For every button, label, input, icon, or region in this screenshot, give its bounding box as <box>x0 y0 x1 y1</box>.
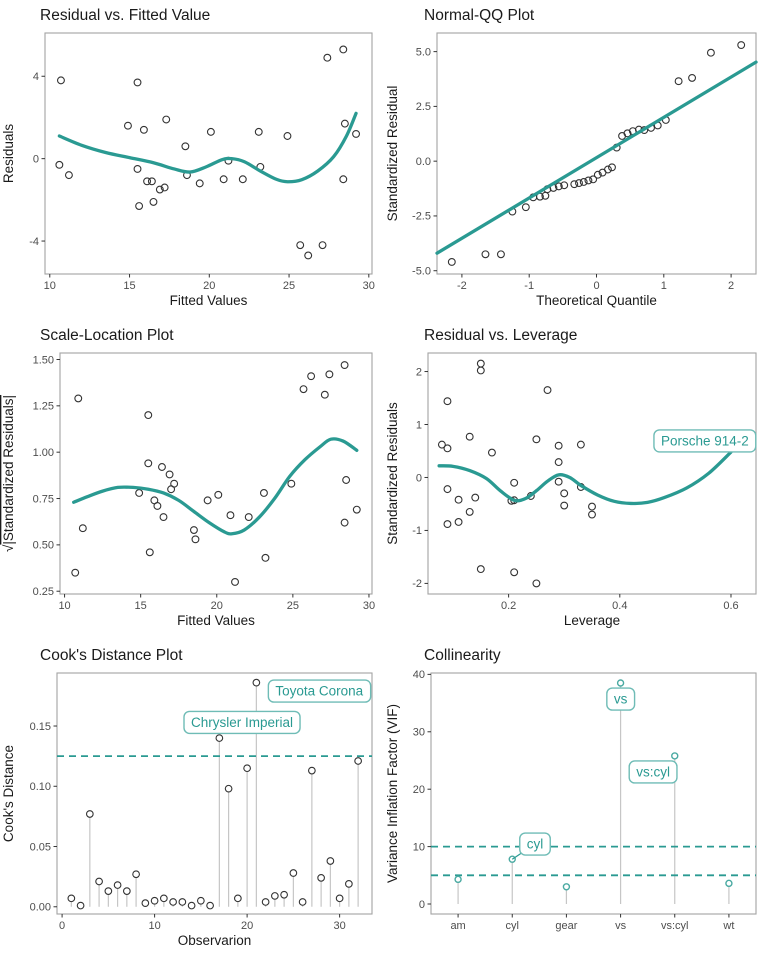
panel-residual-vs-leverage: Residual vs. Leverage 2 1 0 -1 -2 0.2 0.4 0.6 Lev… <box>384 320 768 640</box>
svg-text:-4: -4 <box>29 236 39 248</box>
svg-text:gear: gear <box>555 920 577 932</box>
svg-text:40: 40 <box>413 669 425 681</box>
panel-collinearity: Collinearity 40 30 20 10 0 am cyl gear vs vs:cyl wt… <box>384 640 768 960</box>
svg-text:2: 2 <box>416 366 422 378</box>
svg-text:Scale-Location Plot: Scale-Location Plot <box>40 327 174 344</box>
svg-text:Standardized Residual: Standardized Residual <box>385 86 400 222</box>
svg-text:vs: vs <box>615 920 627 932</box>
svg-text:20: 20 <box>203 280 215 292</box>
svg-text:Toyota Corona: Toyota Corona <box>275 684 363 699</box>
chart-canvas: Residual vs. Fitted Value 4 0 -4 10 15 20 25 30 F… <box>1 7 375 308</box>
svg-text:20: 20 <box>241 920 253 932</box>
svg-text:Fitted Values: Fitted Values <box>177 613 255 628</box>
svg-text:-5.0: -5.0 <box>412 266 431 278</box>
svg-text:0: 0 <box>416 472 422 484</box>
svg-text:5.0: 5.0 <box>416 46 431 58</box>
svg-text:Cook's Distance Plot: Cook's Distance Plot <box>40 647 183 664</box>
svg-text:cyl: cyl <box>506 920 519 932</box>
svg-text:0: 0 <box>419 899 425 911</box>
chart-canvas: Residual vs. Leverage 2 1 0 -1 -2 0.2 0.4 0.6 Lev… <box>385 327 757 628</box>
svg-text:wt: wt <box>722 920 734 932</box>
svg-text:25: 25 <box>287 600 299 612</box>
svg-text:2: 2 <box>728 280 734 292</box>
svg-text:Cook's Distance: Cook's Distance <box>1 745 16 842</box>
svg-text:Leverage: Leverage <box>564 613 620 628</box>
svg-text:30: 30 <box>363 280 375 292</box>
svg-text:Fitted Values: Fitted Values <box>170 293 248 308</box>
svg-text:Porsche 914-2: Porsche 914-2 <box>661 433 749 448</box>
svg-text:20: 20 <box>413 784 425 796</box>
svg-text:30: 30 <box>413 727 425 739</box>
panel-normal-qq: Normal-QQ Plot 5.0 2.5 0.0 -2.5 -5.0 -2 -1 0 1 2 Th… <box>384 0 768 320</box>
svg-text:1: 1 <box>661 280 667 292</box>
svg-text:am: am <box>450 920 465 932</box>
svg-text:0.50: 0.50 <box>33 540 54 552</box>
svg-text:-1: -1 <box>412 525 422 537</box>
chart-canvas: Scale-Location Plot 1.50 1.25 1.00 0.75 0.50 0… <box>1 327 375 628</box>
svg-text:0: 0 <box>593 280 599 292</box>
svg-text:10: 10 <box>44 280 56 292</box>
svg-text:Normal-QQ Plot: Normal-QQ Plot <box>424 7 535 24</box>
svg-text:Chrysler Imperial: Chrysler Imperial <box>191 715 293 730</box>
svg-text:vs: vs <box>614 692 628 707</box>
svg-text:Standardized Residuals: Standardized Residuals <box>385 402 400 545</box>
svg-text:1: 1 <box>416 419 422 431</box>
svg-text:0.25: 0.25 <box>33 586 54 598</box>
panel-scale-location: Scale-Location Plot 1.50 1.25 1.00 0.75 0.50 0… <box>0 320 384 640</box>
svg-text:4: 4 <box>33 71 39 83</box>
chart-canvas: Collinearity 40 30 20 10 0 am cyl gear vs vs:cyl wt… <box>385 647 757 932</box>
svg-text:Collinearity: Collinearity <box>424 647 501 664</box>
svg-text:30: 30 <box>363 600 375 612</box>
svg-text:0.4: 0.4 <box>612 600 627 612</box>
svg-text:-1: -1 <box>524 280 534 292</box>
svg-text:0: 0 <box>59 920 65 932</box>
svg-text:0.75: 0.75 <box>33 493 54 505</box>
svg-text:vs:cyl: vs:cyl <box>636 764 670 779</box>
svg-text:vs:cyl: vs:cyl <box>661 920 689 932</box>
svg-text:1.00: 1.00 <box>33 447 54 459</box>
svg-text:2.5: 2.5 <box>416 101 431 113</box>
svg-text:Observarion: Observarion <box>178 933 252 948</box>
svg-text:0.15: 0.15 <box>30 721 51 733</box>
svg-text:1.25: 1.25 <box>33 401 54 413</box>
svg-text:Residual vs. Fitted Value: Residual vs. Fitted Value <box>40 7 210 24</box>
svg-text:10: 10 <box>148 920 160 932</box>
svg-text:Variance Inflation Factor (VIF: Variance Inflation Factor (VIF) <box>385 704 400 883</box>
panel-cooks-distance: Cook's Distance Plot 0.15 0.10 0.05 0.00 0 10 2… <box>0 640 384 960</box>
svg-text:20: 20 <box>211 600 223 612</box>
svg-text:10: 10 <box>58 600 70 612</box>
svg-text:-2: -2 <box>412 578 422 590</box>
panel-residual-vs-fitted: Residual vs. Fitted Value 4 0 -4 10 15 20 25 30 F… <box>0 0 384 320</box>
svg-text:0.00: 0.00 <box>30 902 51 914</box>
svg-text:Theoretical Quantile: Theoretical Quantile <box>536 293 657 308</box>
svg-text:Residual vs. Leverage: Residual vs. Leverage <box>424 327 577 344</box>
svg-text:0.05: 0.05 <box>30 841 51 853</box>
svg-text:15: 15 <box>123 280 135 292</box>
svg-text:Residuals: Residuals <box>1 124 16 184</box>
chart-canvas: Normal-QQ Plot 5.0 2.5 0.0 -2.5 -5.0 -2 -1 0 1 2 Th… <box>385 7 758 308</box>
svg-text:-2: -2 <box>457 280 467 292</box>
svg-text:30: 30 <box>333 920 345 932</box>
svg-text:0: 0 <box>33 153 39 165</box>
svg-text:10: 10 <box>413 841 425 853</box>
chart-canvas: Cook's Distance Plot 0.15 0.10 0.05 0.00 0 10 2… <box>1 647 373 948</box>
svg-text:0.10: 0.10 <box>30 781 51 793</box>
svg-text:0.0: 0.0 <box>416 156 431 168</box>
svg-text:√|Standardized Residuals|: √|Standardized Residuals| <box>1 395 16 552</box>
svg-text:25: 25 <box>283 280 295 292</box>
svg-text:0.6: 0.6 <box>723 600 738 612</box>
svg-text:15: 15 <box>135 600 147 612</box>
svg-text:0.2: 0.2 <box>501 600 516 612</box>
svg-text:1.50: 1.50 <box>33 354 54 366</box>
svg-text:cyl: cyl <box>527 837 544 852</box>
svg-text:-2.5: -2.5 <box>412 211 431 223</box>
